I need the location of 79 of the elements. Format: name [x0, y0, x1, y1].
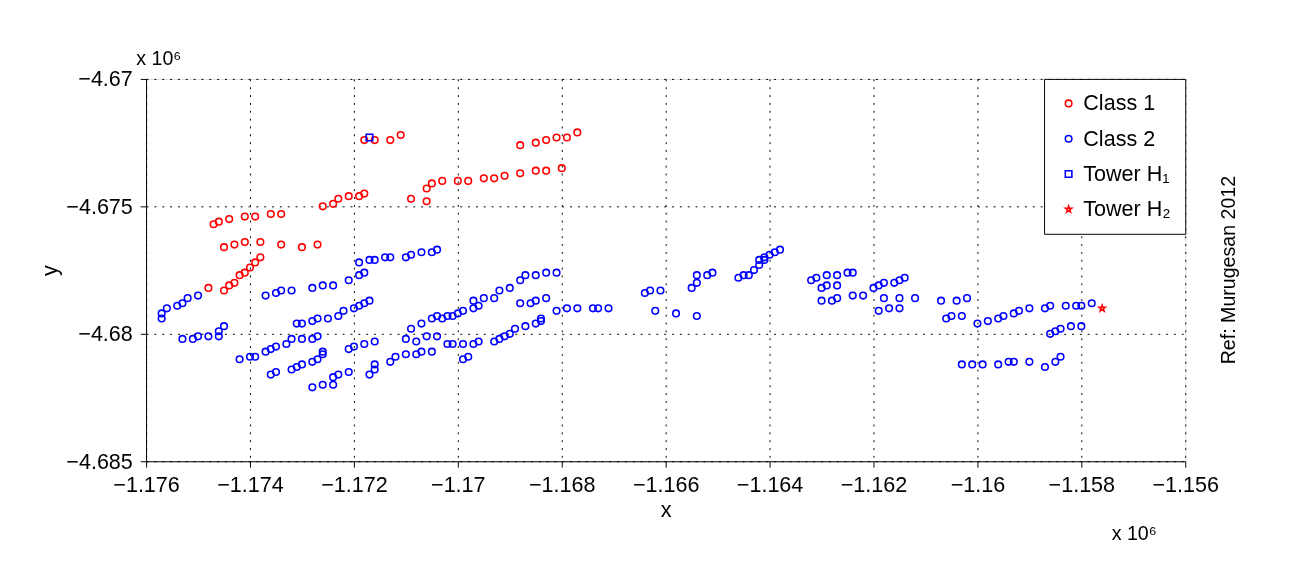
point — [230, 240, 239, 249]
x-tick-label: −1.176 — [113, 472, 180, 498]
point — [235, 271, 244, 280]
point — [225, 281, 234, 290]
point — [422, 184, 431, 193]
point — [277, 209, 286, 219]
point — [329, 199, 338, 208]
x-tick-label: −1.168 — [528, 472, 596, 498]
point — [552, 133, 561, 142]
x-tick-label: −1.17 — [431, 472, 486, 498]
text: x 10⁶ — [136, 47, 182, 70]
point — [573, 128, 582, 137]
legend-label: Tower H₂ — [1083, 196, 1171, 222]
x-tick-label: −1.156 — [1152, 472, 1220, 498]
y-axis-title: y — [37, 264, 63, 276]
x-tick-label: −1.174 — [217, 472, 284, 498]
point — [240, 268, 249, 277]
point — [256, 253, 265, 262]
x-axis-title: x — [660, 496, 672, 522]
point — [542, 166, 551, 175]
point — [344, 192, 353, 201]
x-tick-label: −1.172 — [321, 472, 388, 498]
legend-label: Class 1 — [1083, 90, 1156, 116]
point — [562, 133, 572, 142]
y-tick-label: −4.685 — [66, 448, 133, 474]
point — [334, 194, 343, 203]
x-tick-label: −1.166 — [632, 472, 700, 498]
point — [406, 194, 416, 203]
point — [318, 202, 327, 211]
point — [386, 136, 395, 145]
point — [531, 138, 540, 147]
point — [256, 237, 265, 247]
point — [240, 212, 249, 221]
legend-label: Class 2 — [1083, 125, 1156, 151]
text: Ref: Murugesan 2012 — [1217, 175, 1240, 365]
point — [277, 240, 286, 249]
point — [240, 237, 249, 247]
point — [355, 192, 364, 201]
y-tick-label: −4.675 — [66, 193, 133, 219]
point — [225, 215, 234, 224]
point — [360, 189, 369, 198]
point — [219, 286, 229, 295]
y-tick-label: −4.67 — [78, 66, 133, 92]
point — [490, 174, 499, 183]
point — [214, 217, 223, 226]
point — [516, 141, 525, 150]
point — [500, 171, 509, 180]
point — [297, 243, 307, 252]
point — [251, 212, 260, 221]
x-tick-label: −1.158 — [1048, 472, 1116, 498]
x-tick-label: −1.162 — [840, 472, 908, 498]
point — [245, 263, 255, 272]
legend-label: Tower H₁ — [1083, 160, 1170, 186]
point — [266, 209, 275, 219]
point — [438, 176, 447, 185]
point — [204, 283, 213, 292]
point — [464, 176, 473, 185]
point — [453, 176, 462, 185]
text: x 10⁶ — [1111, 521, 1157, 544]
point — [251, 258, 260, 267]
point — [396, 130, 405, 140]
point — [479, 174, 488, 183]
point — [542, 136, 551, 145]
point — [209, 220, 218, 229]
point — [313, 240, 322, 249]
point — [219, 243, 229, 252]
point — [557, 164, 566, 173]
point — [1098, 304, 1107, 312]
x-tick-label: −1.164 — [736, 472, 804, 498]
point — [516, 169, 525, 178]
point — [422, 197, 431, 206]
point — [230, 278, 239, 287]
point — [531, 166, 540, 175]
point — [427, 179, 436, 188]
y-tick-label: −4.68 — [78, 321, 133, 347]
point — [365, 133, 374, 142]
point — [360, 136, 369, 145]
x-tick-label: −1.16 — [950, 472, 1006, 498]
point — [370, 136, 379, 145]
